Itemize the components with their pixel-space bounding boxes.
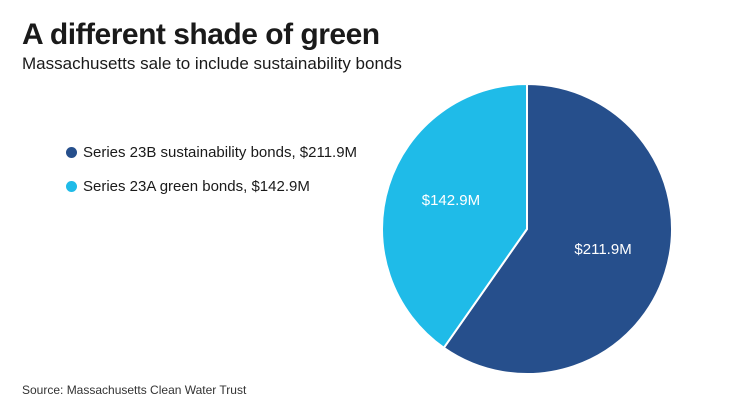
slice-label-series-23b: $211.9M	[574, 241, 631, 258]
legend-label-series-23a: Series 23A green bonds, $142.9M	[83, 177, 310, 195]
legend-label-series-23b: Series 23B sustainability bonds, $211.9M	[83, 143, 358, 161]
pie-slice-series-23b	[442, 82, 673, 375]
source-note: Source: Massachusetts Clean Water Trust	[22, 383, 247, 397]
chart-title: A different shade of green	[22, 18, 380, 51]
legend-item-series-23b: Series 23B sustainability bonds, $211.9M	[66, 142, 357, 162]
chart-subtitle: Massachusetts sale to include sustainabi…	[22, 54, 402, 73]
legend-item-series-23a: Series 23A green bonds, $142.9M	[66, 176, 357, 196]
legend-swatch-series-23b	[66, 146, 77, 158]
legend: Series 23B sustainability bonds, $211.9M…	[66, 142, 357, 210]
legend-swatch-series-23a	[66, 180, 77, 192]
slice-label-series-23a: $142.9M	[422, 192, 480, 209]
pie-slice-series-23a	[381, 82, 528, 350]
